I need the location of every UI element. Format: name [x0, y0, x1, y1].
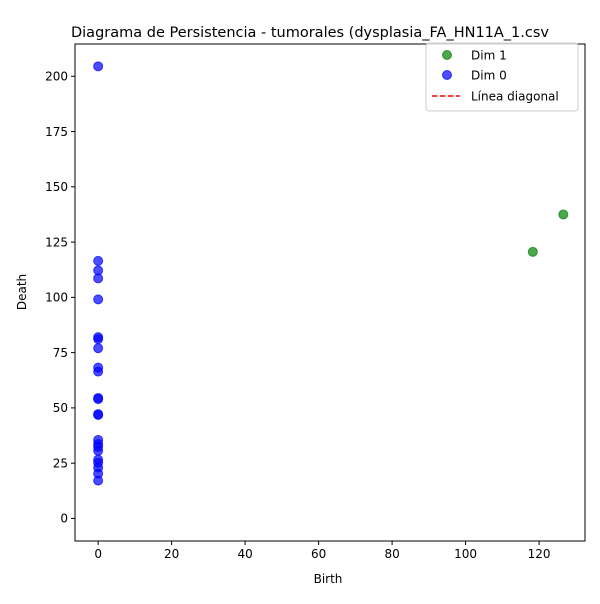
- y-tick-label: 150: [45, 180, 68, 194]
- legend-entry-dim1: Dim 1: [442, 49, 507, 63]
- x-tick-label: 120: [528, 547, 551, 561]
- y-tick-label: 175: [45, 125, 68, 139]
- y-tick-label: 100: [45, 291, 68, 305]
- chart-title: Diagrama de Persistencia - tumorales (dy…: [71, 25, 549, 41]
- data-point-dim-0-1: [93, 255, 104, 266]
- legend-marker-dim0: [442, 70, 452, 80]
- x-tick-label: 60: [311, 547, 326, 561]
- data-point-dim-0-9: [93, 366, 104, 377]
- x-tick-label: 0: [94, 547, 102, 561]
- legend-marker-dim1: [442, 50, 452, 60]
- data-point-dim-0-11: [93, 394, 104, 405]
- axes-layer: 0 20 40 60 80 100 120 0 25 50 75 100 125 150 175 200: [45, 43, 586, 561]
- x-axis-label: Birth: [314, 572, 343, 586]
- data-point-dim-1-1: [558, 209, 569, 220]
- legend-entry-dim0: Dim 0: [442, 69, 507, 83]
- legend-frame: [425, 42, 579, 112]
- x-tick-label: 80: [384, 547, 399, 561]
- y-tick-label: 200: [45, 70, 68, 84]
- x-tick-label: 100: [454, 547, 477, 561]
- y-tick-label: 0: [60, 512, 68, 526]
- data-point-dim-0-7: [93, 343, 104, 354]
- data-point-dim-0-17: [93, 445, 104, 456]
- y-tick-label: 125: [45, 235, 68, 249]
- data-point-dim-0-6: [93, 334, 104, 345]
- data-point-dim-0-22: [93, 475, 104, 486]
- legend-label-diagonal: Línea diagonal: [471, 90, 559, 104]
- x-tick-label: 20: [164, 547, 179, 561]
- data-point-dim-0-4: [93, 294, 104, 305]
- data-point-dim-0-3: [93, 273, 104, 284]
- y-axis-label: Death: [15, 274, 29, 310]
- legend-label-dim1: Dim 1: [471, 49, 507, 63]
- legend: Dim 1 Dim 0 Línea diagonal: [425, 42, 579, 112]
- legend-entry-diagonal: Línea diagonal: [432, 90, 559, 104]
- y-tick-label: 75: [53, 346, 68, 360]
- data-point-dim-0-13: [93, 409, 104, 420]
- x-tick-label: 40: [237, 547, 252, 561]
- legend-label-dim0: Dim 0: [471, 69, 507, 83]
- data-point-dim-0-0: [93, 61, 104, 72]
- plot-frame: [74, 43, 586, 542]
- data-points-layer: [93, 61, 569, 486]
- data-point-dim-1-0: [527, 246, 538, 257]
- y-tick-label: 25: [53, 456, 68, 470]
- y-tick-label: 50: [53, 401, 68, 415]
